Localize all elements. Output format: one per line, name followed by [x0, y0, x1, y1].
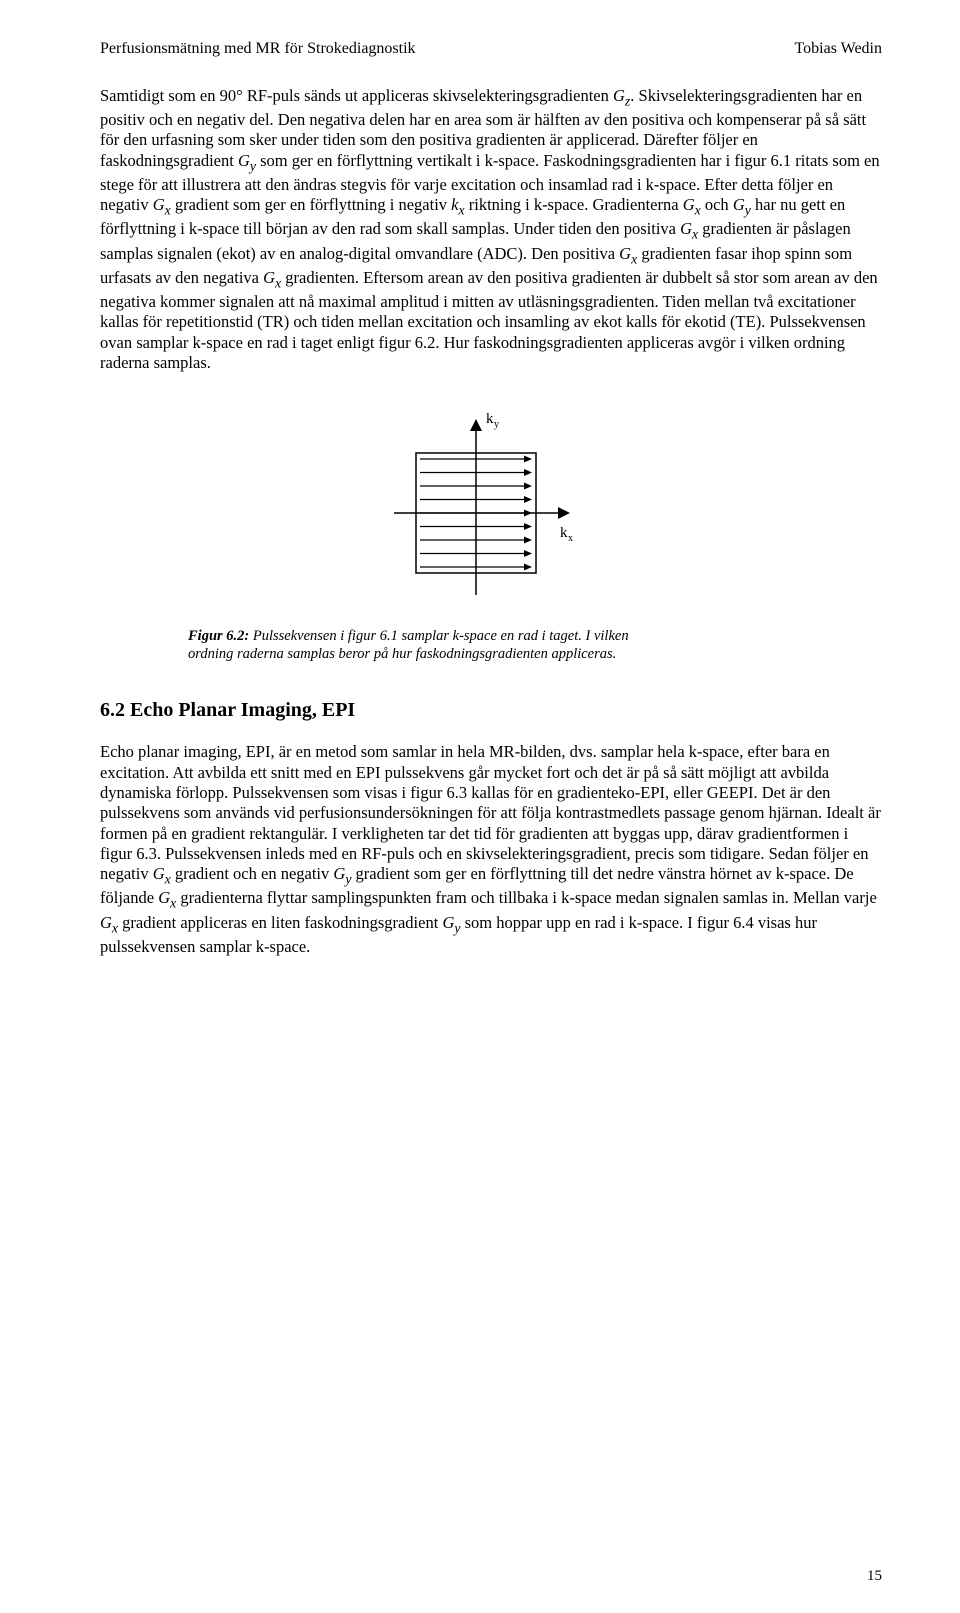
figure-6-2: kykx — [100, 403, 882, 613]
svg-text:y: y — [494, 419, 499, 430]
header-right: Tobias Wedin — [794, 40, 882, 58]
svg-text:k: k — [560, 525, 568, 541]
kspace-diagram: kykx — [361, 403, 621, 613]
caption-text: Pulssekvensen i figur 6.1 samplar k-spac… — [188, 628, 629, 662]
svg-text:k: k — [486, 411, 494, 427]
caption-label: Figur 6.2: — [188, 628, 249, 644]
section-heading: 6.2 Echo Planar Imaging, EPI — [100, 699, 882, 722]
header-left: Perfusionsmätning med MR för Strokediagn… — [100, 40, 416, 58]
page: Perfusionsmätning med MR för Strokediagn… — [0, 0, 960, 1613]
paragraph-1: Samtidigt som en 90° RF-puls sänds ut ap… — [100, 86, 882, 373]
paragraph-2: Echo planar imaging, EPI, är en metod so… — [100, 742, 882, 957]
svg-text:x: x — [568, 533, 573, 544]
running-header: Perfusionsmätning med MR för Strokediagn… — [100, 40, 882, 58]
page-number: 15 — [867, 1568, 882, 1585]
figure-6-2-caption: Figur 6.2: Pulssekvensen i figur 6.1 sam… — [100, 627, 882, 663]
